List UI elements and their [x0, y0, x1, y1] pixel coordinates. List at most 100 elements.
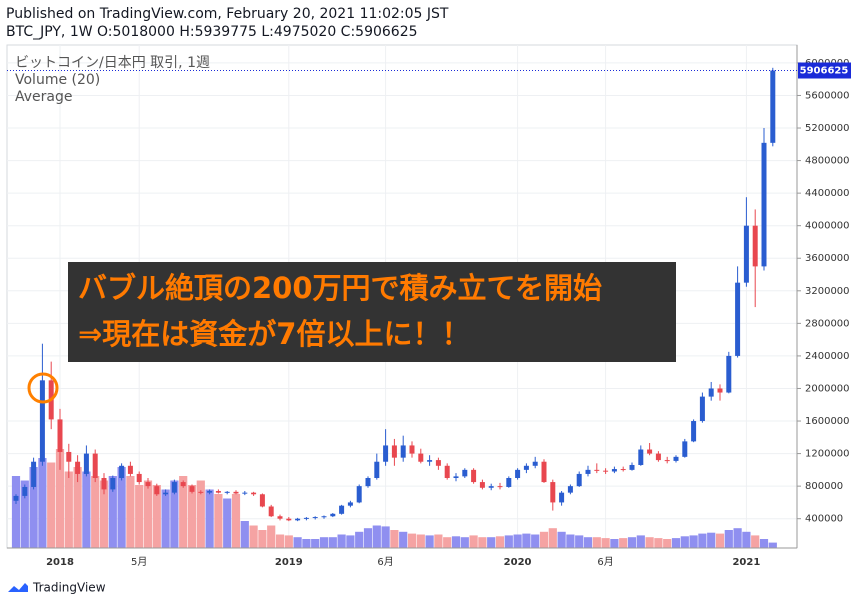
candle-body [57, 419, 63, 452]
volume-bar [337, 534, 346, 548]
candle-body [391, 445, 397, 458]
candle-body [664, 460, 670, 462]
candle-body [13, 495, 19, 501]
candle-body [409, 445, 415, 454]
candle-body [708, 388, 714, 397]
volume-bar [663, 539, 672, 548]
y-tick-label: 4400000 [805, 188, 850, 199]
candle-body [488, 486, 494, 488]
volume-bar [249, 525, 258, 548]
volume-bar [539, 531, 549, 548]
candle-body [321, 516, 327, 518]
volume-bar [689, 535, 698, 548]
volume-bar [170, 480, 179, 548]
candle-body [75, 461, 81, 474]
candle-body [497, 486, 503, 488]
volume-bar [495, 536, 505, 548]
volume-bar [522, 533, 531, 548]
volume-bar [557, 531, 566, 548]
candle-body [655, 453, 661, 461]
x-tick-label: 6月 [377, 556, 393, 568]
candle-body [31, 461, 37, 487]
volume-bar [575, 535, 584, 548]
volume-bar [478, 537, 487, 548]
candle-body [735, 282, 741, 356]
volume-bar [715, 533, 725, 548]
candle-body [550, 482, 556, 503]
candle-body [259, 494, 265, 507]
volume-bar [143, 480, 153, 548]
candle-body [629, 464, 635, 470]
candle-body [506, 478, 512, 487]
y-tick-label: 4000000 [805, 221, 850, 232]
candle-body [136, 473, 142, 483]
volume-bar [610, 539, 619, 548]
volume-bar [654, 538, 663, 548]
volume-bar [47, 462, 56, 548]
candle-body [286, 518, 292, 521]
volume-bar [381, 526, 390, 548]
y-tick-label: 3200000 [805, 286, 850, 297]
volume-bar [205, 489, 214, 548]
volume-bar [38, 458, 47, 548]
volume-bar [319, 537, 329, 548]
candle-body [559, 492, 565, 503]
y-tick-label: 5600000 [805, 90, 850, 101]
annotation-box [68, 262, 676, 362]
y-tick-label: 400000 [805, 514, 843, 525]
volume-bar [671, 538, 681, 548]
candle-body [532, 461, 538, 466]
candle-body [374, 461, 380, 479]
candle-body [154, 486, 160, 495]
candle-body [171, 482, 177, 493]
annotation-line: ⇒現在は資金が7倍以上に！！ [78, 317, 470, 351]
candle-body [479, 482, 485, 488]
volume-bar [451, 536, 461, 548]
volume-bar [592, 537, 601, 548]
candle-body [699, 396, 705, 422]
volume-bar [372, 525, 381, 548]
candle-body [673, 456, 679, 461]
candle-body [110, 478, 116, 490]
volume-bar [126, 476, 135, 548]
logo-icon [8, 583, 28, 592]
candle-body [515, 469, 521, 479]
candle-body [330, 513, 336, 517]
y-tick-label: 4800000 [805, 156, 850, 167]
candle-body [295, 518, 301, 521]
candle-body [471, 469, 477, 483]
volume-bar [328, 537, 337, 548]
volume-bar [566, 534, 575, 548]
volume-bar [196, 480, 205, 548]
x-tick-label: 2021 [732, 557, 760, 568]
candle-body [66, 451, 72, 462]
candle-body [119, 465, 125, 479]
volume-bar [698, 533, 707, 548]
volume-bar [64, 471, 73, 548]
candle-body [268, 506, 274, 517]
candle-body [418, 453, 424, 462]
symbol-label: ビットコイン/日本円 取引, 1週 [15, 55, 210, 71]
volume-bar [724, 530, 733, 548]
candle-body [383, 445, 389, 462]
candle-body [541, 461, 547, 483]
volume-bar [469, 535, 478, 548]
candle-body [101, 478, 107, 490]
volume-bar [240, 521, 249, 548]
volume-bar [416, 534, 425, 548]
price-tag [798, 62, 851, 79]
volume-bar [407, 533, 417, 548]
candle-body [251, 492, 257, 495]
candle-body [427, 460, 433, 462]
volume-bar [293, 537, 302, 548]
volume-bar [346, 535, 355, 548]
volume-bar [231, 494, 241, 548]
volume-bar [29, 467, 38, 548]
x-tick-label: 2019 [275, 557, 303, 568]
x-tick-label: 2020 [504, 557, 532, 568]
candle-body [611, 469, 617, 472]
candle-body [207, 491, 213, 493]
candle-body [215, 491, 221, 493]
volume-bar [645, 537, 654, 548]
volume-bar [152, 485, 161, 548]
